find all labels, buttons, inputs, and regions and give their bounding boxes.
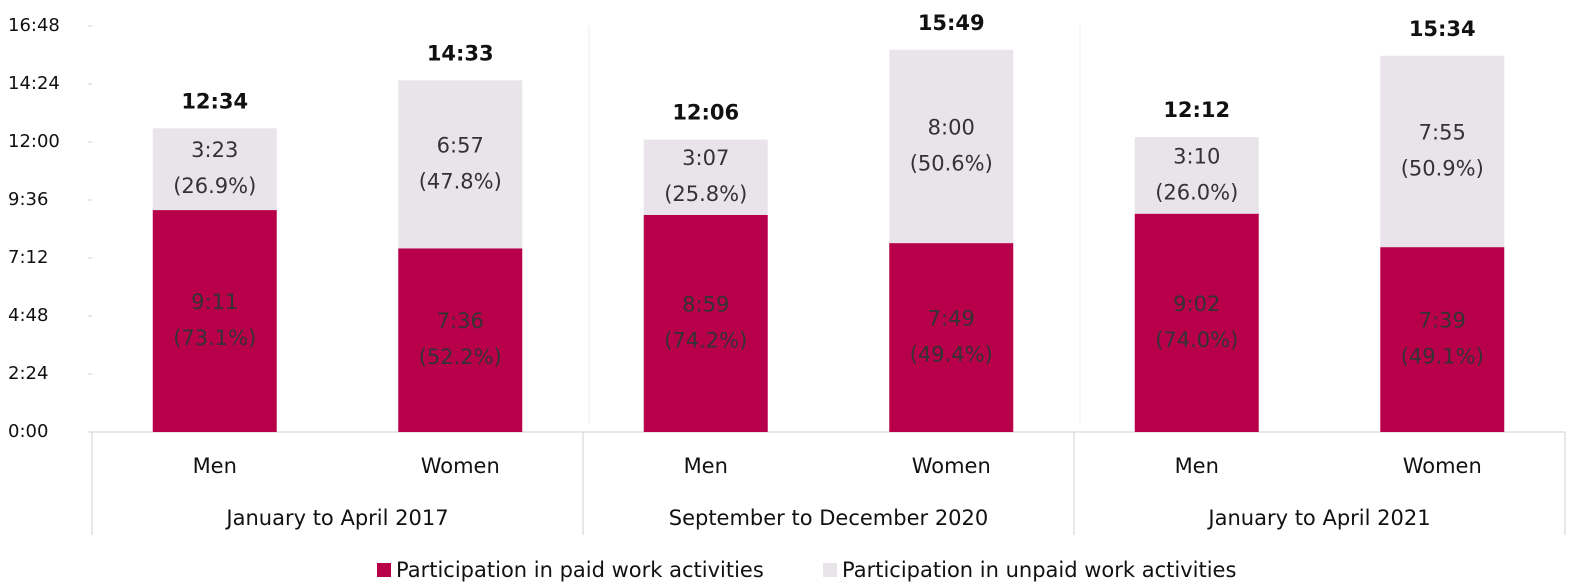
y-tick-label: 9:36 bbox=[8, 189, 48, 210]
bar-segment bbox=[643, 139, 768, 215]
value-label-line: (26.9%) bbox=[173, 174, 256, 198]
y-tick-label: 4:48 bbox=[8, 305, 48, 326]
value-label-line: (47.8%) bbox=[419, 169, 502, 193]
value-label: 8:00 (50.6%) bbox=[910, 115, 993, 175]
value-label: 7:39 (49.1%) bbox=[1401, 309, 1484, 369]
total-label: 12:34 bbox=[181, 89, 248, 113]
total-label: 12:12 bbox=[1163, 98, 1230, 122]
value-label-line: 3:10 bbox=[1173, 144, 1220, 168]
value-label: 3:07 (25.8%) bbox=[664, 146, 747, 206]
bar-segment bbox=[398, 248, 523, 432]
value-label-line: (50.6%) bbox=[910, 151, 993, 175]
value-label-line: 8:59 bbox=[682, 292, 729, 316]
x-tick-label: Women bbox=[912, 454, 991, 478]
x-tick-label: Men bbox=[684, 454, 728, 478]
y-tick-label: 0:00 bbox=[8, 421, 48, 442]
value-label: 3:10 (26.0%) bbox=[1155, 144, 1238, 204]
value-label: 9:11 (73.1%) bbox=[173, 290, 256, 350]
value-label-line: (73.1%) bbox=[173, 326, 256, 350]
legend-swatch bbox=[823, 563, 837, 577]
value-label-line: 7:49 bbox=[928, 307, 975, 331]
value-label: 9:02 (74.0%) bbox=[1155, 292, 1238, 352]
bar-segment bbox=[1134, 213, 1259, 432]
value-label: 7:55 (50.9%) bbox=[1401, 120, 1484, 180]
total-label: 15:49 bbox=[918, 11, 985, 35]
group-label: January to April 2017 bbox=[224, 506, 448, 530]
group-label: January to April 2021 bbox=[1206, 506, 1430, 530]
bar-segment bbox=[1134, 137, 1259, 214]
bar-segment bbox=[889, 49, 1014, 244]
value-label-line: (50.9%) bbox=[1401, 156, 1484, 180]
x-tick-label: Women bbox=[1403, 454, 1482, 478]
value-label-line: 9:11 bbox=[191, 290, 238, 314]
total-label: 15:34 bbox=[1409, 17, 1476, 41]
y-tick-label: 14:24 bbox=[8, 73, 60, 94]
y-tick-label: 2:24 bbox=[8, 363, 48, 384]
total-label: 14:33 bbox=[427, 41, 494, 65]
value-label-line: 3:23 bbox=[191, 138, 238, 162]
bar-segment bbox=[889, 243, 1014, 432]
legend-label: Participation in unpaid work activities bbox=[842, 558, 1236, 582]
bar-segment bbox=[152, 210, 277, 432]
bar-segment bbox=[398, 80, 523, 249]
value-label-line: 7:36 bbox=[437, 309, 484, 333]
value-label-line: (74.2%) bbox=[664, 328, 747, 352]
value-label: 6:57 (47.8%) bbox=[419, 133, 502, 193]
value-label-line: 7:55 bbox=[1419, 120, 1466, 144]
value-label: 7:49 (49.4%) bbox=[910, 307, 993, 367]
value-label-line: (49.1%) bbox=[1401, 345, 1484, 369]
value-label-line: 6:57 bbox=[437, 133, 484, 157]
value-label-line: (25.8%) bbox=[664, 182, 747, 206]
value-label-line: 9:02 bbox=[1173, 292, 1220, 316]
bar-segment bbox=[152, 128, 277, 211]
bar-segment bbox=[1380, 55, 1505, 248]
y-tick-label: 12:00 bbox=[8, 131, 60, 152]
y-tick-label: 7:12 bbox=[8, 247, 48, 268]
value-label-line: 3:07 bbox=[682, 146, 729, 170]
total-label: 12:06 bbox=[672, 101, 739, 125]
value-label-line: 8:00 bbox=[928, 115, 975, 139]
group-label: September to December 2020 bbox=[669, 506, 989, 530]
value-label-line: (26.0%) bbox=[1155, 180, 1238, 204]
bar-segment bbox=[643, 214, 768, 432]
value-label: 3:23 (26.9%) bbox=[173, 138, 256, 198]
x-tick-label: Women bbox=[421, 454, 500, 478]
x-tick-label: Men bbox=[1175, 454, 1219, 478]
value-label: 8:59 (74.2%) bbox=[664, 292, 747, 352]
y-tick-label: 16:48 bbox=[8, 15, 60, 36]
value-label-line: (74.0%) bbox=[1155, 328, 1238, 352]
value-label-line: (52.2%) bbox=[419, 345, 502, 369]
value-label: 7:36 (52.2%) bbox=[419, 309, 502, 369]
bar-segment bbox=[1380, 247, 1505, 432]
value-label-line: 7:39 bbox=[1419, 309, 1466, 333]
x-tick-label: Men bbox=[193, 454, 237, 478]
value-label-line: (49.4%) bbox=[910, 343, 993, 367]
legend-label: Participation in paid work activities bbox=[396, 558, 764, 582]
legend-swatch bbox=[377, 563, 391, 577]
